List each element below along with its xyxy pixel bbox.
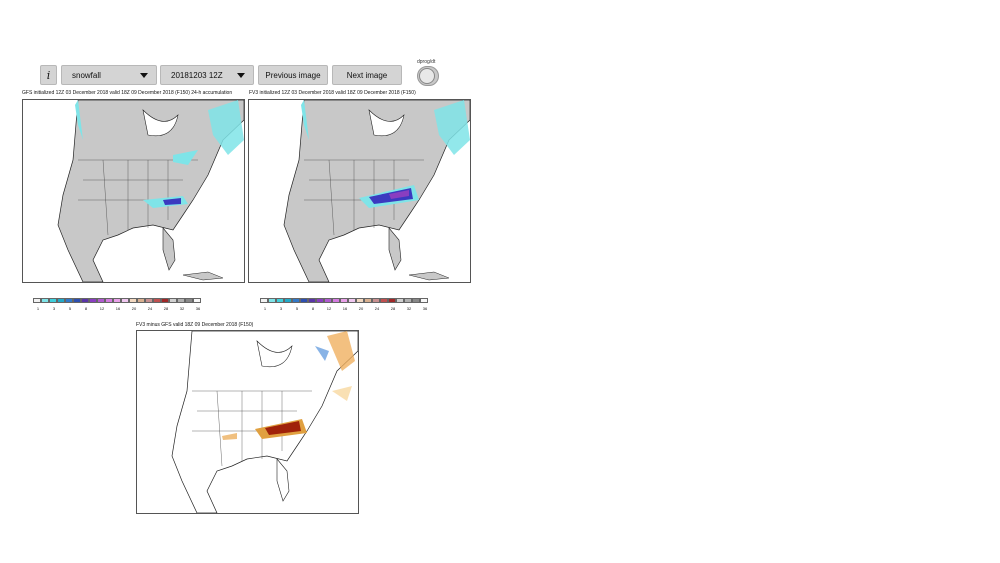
colorbar-cell bbox=[404, 298, 412, 303]
colorbar-tick-label: 32 bbox=[406, 306, 412, 311]
colorbar-cell bbox=[145, 298, 153, 303]
colorbar-cell bbox=[340, 298, 348, 303]
colorbar-cell bbox=[292, 298, 300, 303]
dprog-toggle[interactable] bbox=[417, 66, 439, 86]
colorbar-cell bbox=[420, 298, 428, 303]
run-select[interactable]: 20181203 12Z bbox=[160, 65, 254, 85]
gfs-snowfall-map bbox=[22, 99, 245, 283]
colorbar-tick-label: 32 bbox=[179, 306, 185, 311]
colorbar-cell bbox=[33, 298, 41, 303]
colorbar-tick-label: 8 bbox=[311, 306, 315, 311]
colorbar-tick-label: 12 bbox=[326, 306, 332, 311]
colorbar-cell bbox=[372, 298, 380, 303]
right-map-title: FV3 initialized 12Z 03 December 2018 val… bbox=[249, 90, 416, 96]
bottom-map-title: FV3 minus GFS valid 18Z 09 December 2018… bbox=[136, 322, 254, 328]
run-select-value: 20181203 12Z bbox=[171, 70, 223, 80]
colorbar-cell bbox=[49, 298, 57, 303]
colorbar-cell bbox=[41, 298, 49, 303]
colorbar-cell bbox=[97, 298, 105, 303]
colorbar-cell bbox=[73, 298, 81, 303]
colorbar-cell bbox=[332, 298, 340, 303]
right-colorbar-labels: 1 3 5 8 12 16 20 24 28 32 36 bbox=[257, 306, 433, 311]
colorbar-tick-label: 24 bbox=[374, 306, 380, 311]
colorbar-tick-label: 16 bbox=[342, 306, 348, 311]
colorbar-tick-label: 20 bbox=[131, 306, 137, 311]
colorbar-tick-label: 8 bbox=[84, 306, 88, 311]
colorbar-cell bbox=[137, 298, 145, 303]
chevron-down-icon bbox=[237, 72, 245, 78]
colorbar-cell bbox=[193, 298, 201, 303]
fv3-snowfall-map bbox=[248, 99, 471, 283]
colorbar-cell bbox=[268, 298, 276, 303]
colorbar-cell bbox=[177, 298, 185, 303]
previous-image-button[interactable]: Previous image bbox=[258, 65, 328, 85]
colorbar-tick-label: 36 bbox=[422, 306, 428, 311]
colorbar-tick-label: 12 bbox=[99, 306, 105, 311]
colorbar-cell bbox=[284, 298, 292, 303]
colorbar-cell bbox=[169, 298, 177, 303]
colorbar-cell bbox=[260, 298, 268, 303]
colorbar-cell bbox=[129, 298, 137, 303]
toggle-knob bbox=[419, 68, 435, 84]
colorbar-cell bbox=[324, 298, 332, 303]
colorbar-tick-label: 3 bbox=[52, 306, 56, 311]
colorbar-tick-label: 28 bbox=[390, 306, 396, 311]
colorbar-tick-label: 36 bbox=[195, 306, 201, 311]
colorbar-cell bbox=[81, 298, 89, 303]
colorbar-tick-label: 5 bbox=[295, 306, 299, 311]
colorbar-tick-label: 1 bbox=[263, 306, 267, 311]
colorbar-cell bbox=[161, 298, 169, 303]
colorbar-tick-label: 28 bbox=[163, 306, 169, 311]
chevron-down-icon bbox=[140, 72, 148, 78]
colorbar-cell bbox=[300, 298, 308, 303]
right-colorbar bbox=[260, 298, 428, 303]
toggle-label: dprog/dt bbox=[417, 59, 436, 65]
colorbar-cell bbox=[57, 298, 65, 303]
colorbar-cell bbox=[356, 298, 364, 303]
colorbar-cell bbox=[105, 298, 113, 303]
left-colorbar bbox=[33, 298, 201, 303]
field-select[interactable]: snowfall bbox=[61, 65, 157, 85]
colorbar-cell bbox=[380, 298, 388, 303]
colorbar-cell bbox=[121, 298, 129, 303]
colorbar-cell bbox=[308, 298, 316, 303]
left-map-title: GFS initialized 12Z 03 December 2018 val… bbox=[22, 90, 233, 96]
colorbar-cell bbox=[113, 298, 121, 303]
colorbar-cell bbox=[364, 298, 372, 303]
difference-map bbox=[136, 330, 359, 514]
colorbar-cell bbox=[388, 298, 396, 303]
colorbar-cell bbox=[153, 298, 161, 303]
info-button[interactable]: i bbox=[40, 65, 57, 85]
colorbar-tick-label: 16 bbox=[115, 306, 121, 311]
next-image-button[interactable]: Next image bbox=[332, 65, 402, 85]
colorbar-tick-label: 5 bbox=[68, 306, 72, 311]
colorbar-tick-label: 24 bbox=[147, 306, 153, 311]
colorbar-cell bbox=[348, 298, 356, 303]
colorbar-tick-label: 1 bbox=[36, 306, 40, 311]
colorbar-cell bbox=[412, 298, 420, 303]
colorbar-tick-label: 20 bbox=[358, 306, 364, 311]
colorbar-cell bbox=[396, 298, 404, 303]
colorbar-tick-label: 3 bbox=[279, 306, 283, 311]
colorbar-cell bbox=[276, 298, 284, 303]
colorbar-cell bbox=[316, 298, 324, 303]
colorbar-cell bbox=[89, 298, 97, 303]
left-colorbar-labels: 1 3 5 8 12 16 20 24 28 32 36 bbox=[30, 306, 206, 311]
colorbar-cell bbox=[65, 298, 73, 303]
field-select-value: snowfall bbox=[72, 70, 101, 80]
colorbar-cell bbox=[185, 298, 193, 303]
